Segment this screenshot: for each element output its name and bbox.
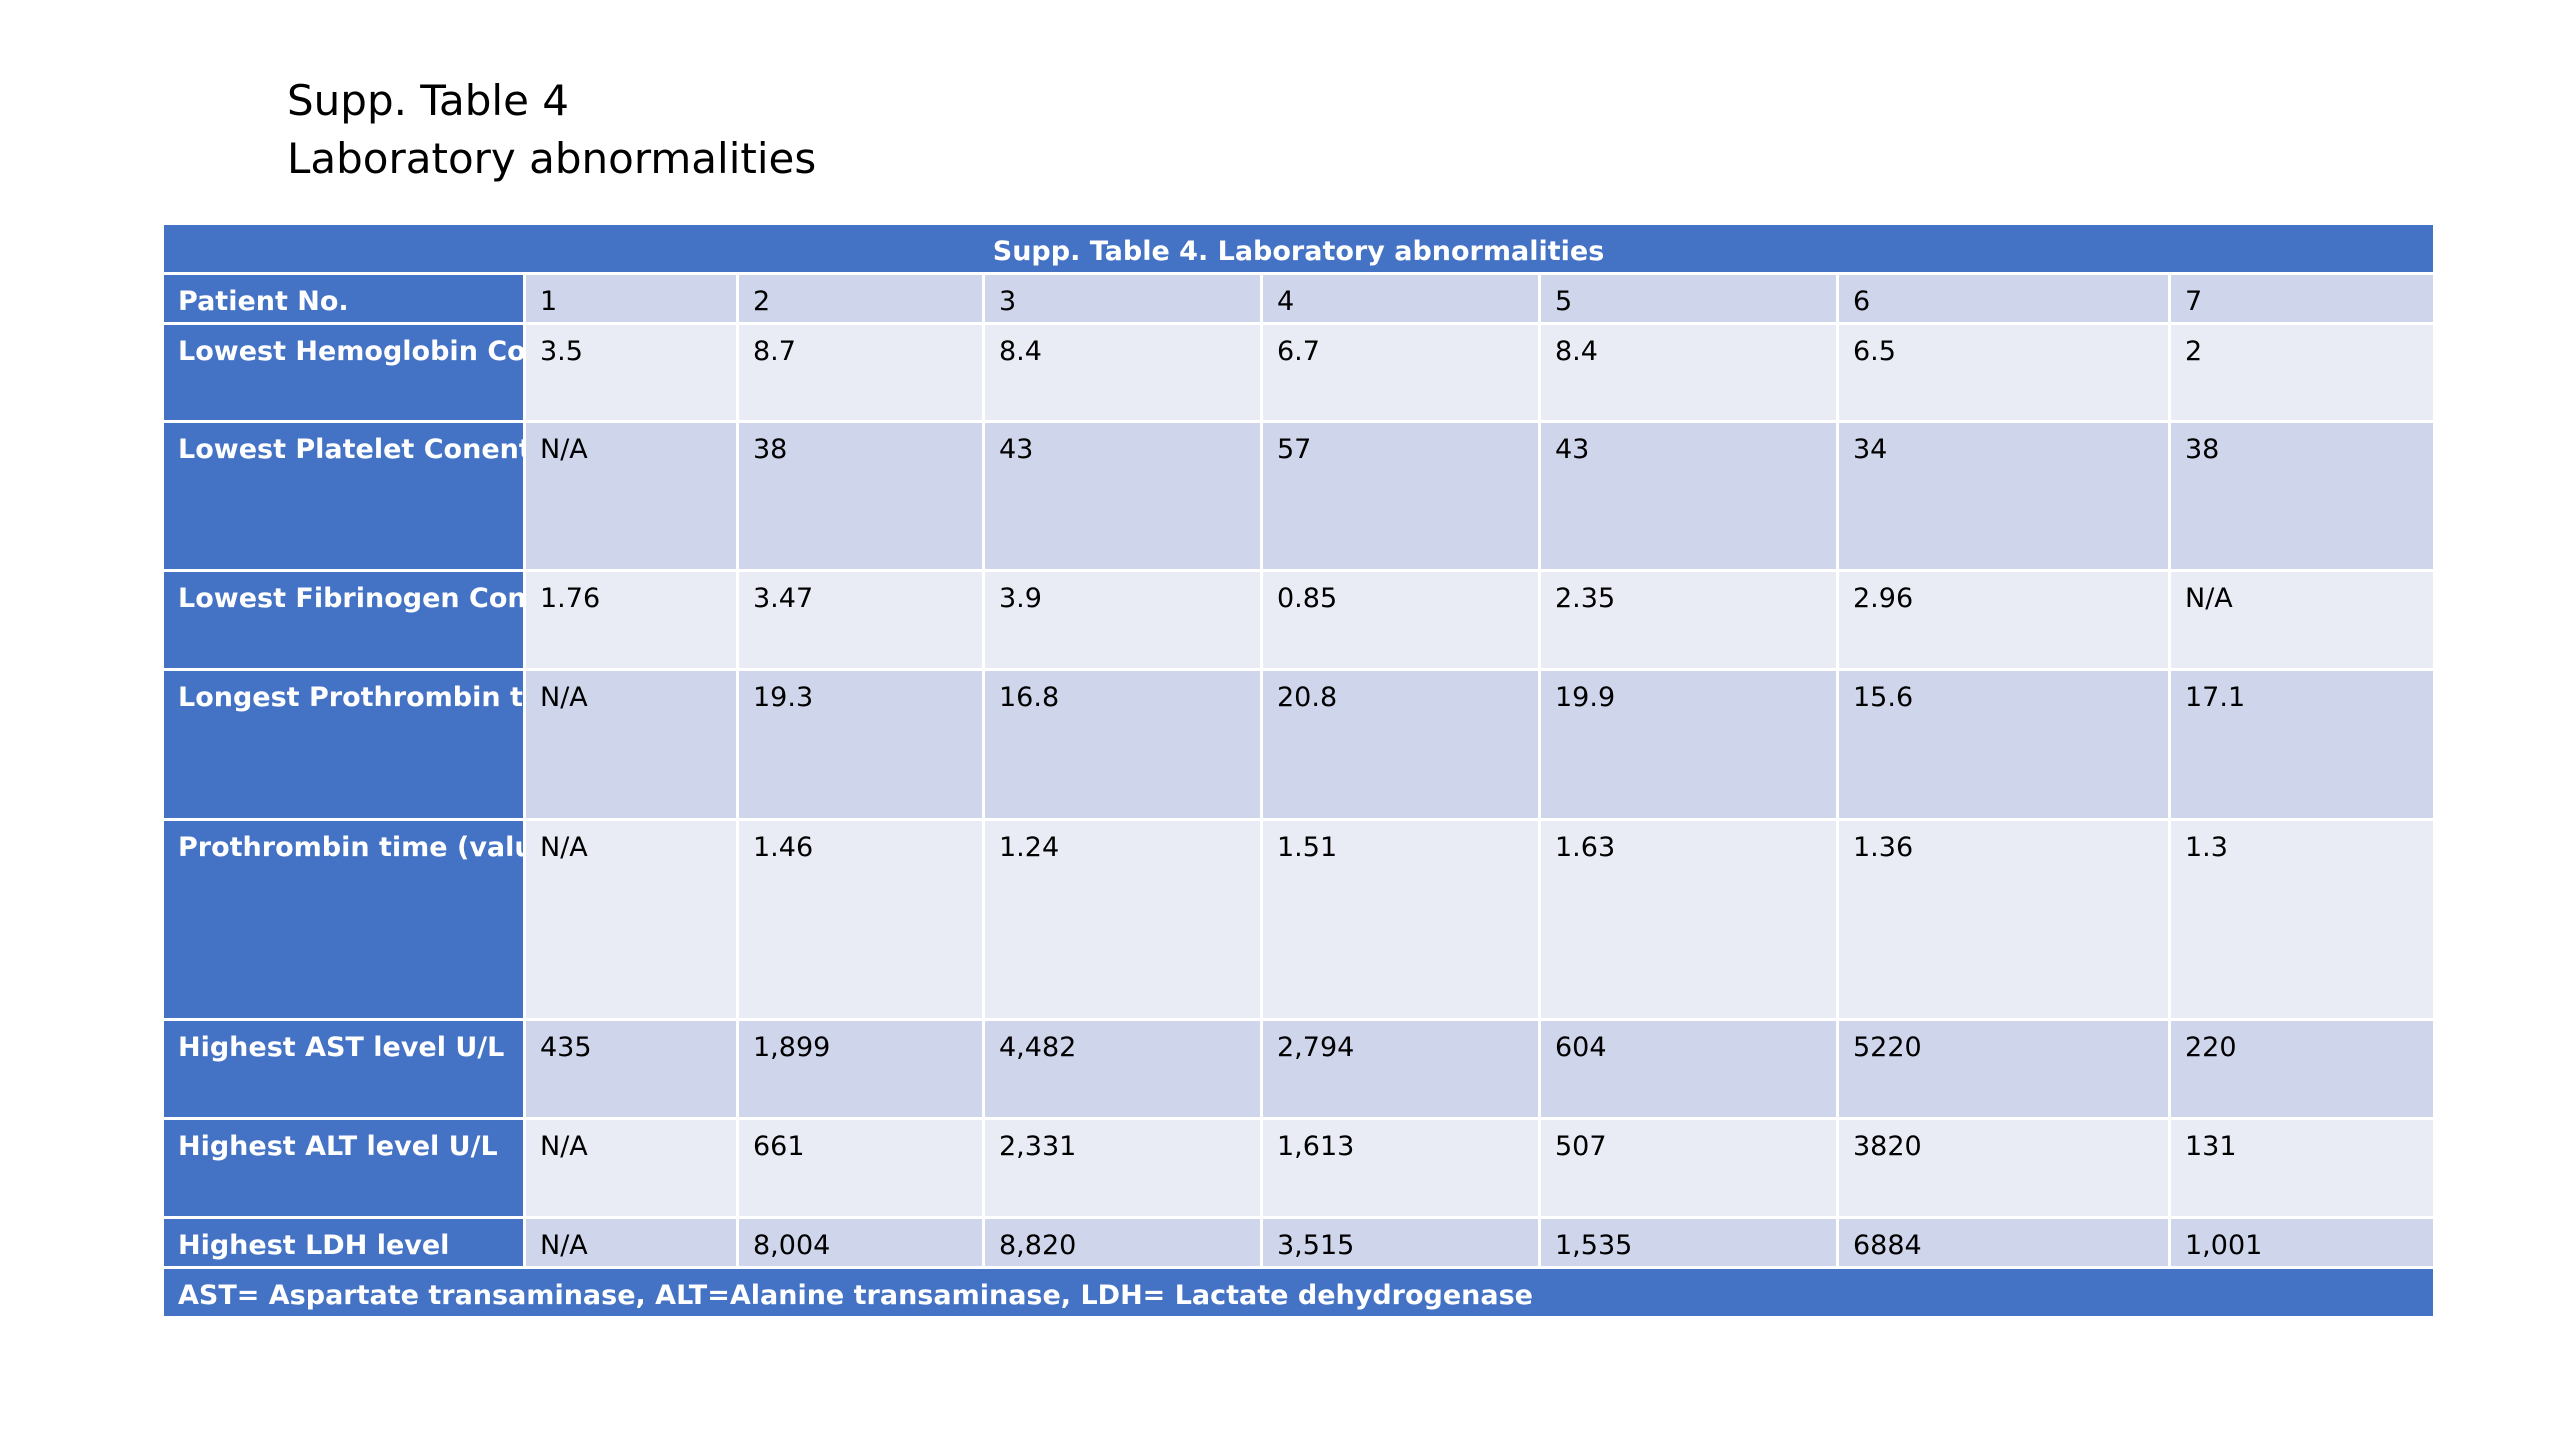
table-cell: 38 xyxy=(736,420,985,572)
table-cell: 5220 xyxy=(1836,1018,2171,1120)
row-label: Patient No. xyxy=(161,272,526,325)
patient-number: 6 xyxy=(1836,272,2171,325)
patient-number: 5 xyxy=(1538,272,1839,325)
table-cell: 3.47 xyxy=(736,569,985,671)
slide-title: Supp. Table 4 Laboratory abnormalities xyxy=(287,72,816,188)
table-cell: 1,535 xyxy=(1538,1216,1839,1269)
table-row: Highest LDH level N/A 8,004 8,820 3,515 … xyxy=(161,1216,2437,1269)
table-cell: 16.8 xyxy=(982,668,1263,821)
table-cell: N/A xyxy=(2167,569,2437,671)
row-label: Lowest Fibrinogen Concentrations g/L xyxy=(161,569,526,671)
table-cell: 4,482 xyxy=(982,1018,1263,1120)
table-cell: 19.3 xyxy=(736,668,985,821)
table-cell: 435 xyxy=(523,1018,739,1120)
row-label: Highest ALT level U/L xyxy=(161,1117,526,1219)
table-row: Highest ALT level U/L N/A 661 2,331 1,61… xyxy=(161,1117,2437,1219)
table-cell: 6884 xyxy=(1836,1216,2171,1269)
row-label: Longest Prothrombin time Sec xyxy=(161,668,526,821)
table-caption: Supp. Table 4. Laboratory abnormalities xyxy=(160,222,2437,275)
row-label: Lowest Platelet Conentrations *10^3/uL xyxy=(161,420,526,572)
table-row: Lowest Fibrinogen Concentrations g/L 1.7… xyxy=(161,569,2437,671)
table-cell: 8,820 xyxy=(982,1216,1263,1269)
table-cell: 2 xyxy=(2167,322,2437,423)
table-cell: 43 xyxy=(982,420,1263,572)
table-cell: N/A xyxy=(523,420,739,572)
table-footnote-row: AST= Aspartate transaminase, ALT=Alanine… xyxy=(160,1266,2437,1319)
table-cell: 20.8 xyxy=(1260,668,1541,821)
table-cell: 6.5 xyxy=(1836,322,2171,423)
table-cell: 43 xyxy=(1538,420,1839,572)
table-cell: 3820 xyxy=(1836,1117,2171,1219)
table-cell: 8,004 xyxy=(736,1216,985,1269)
table-cell: 1.36 xyxy=(1836,818,2171,1021)
table-row: Prothrombin time (value of patient/contr… xyxy=(161,818,2437,1021)
row-label: Prothrombin time (value of patient/contr… xyxy=(161,818,526,1021)
table-cell: 2.35 xyxy=(1538,569,1839,671)
table-cell: 1.24 xyxy=(982,818,1263,1021)
table-cell: N/A xyxy=(523,668,739,821)
table-footnote: AST= Aspartate transaminase, ALT=Alanine… xyxy=(160,1266,2437,1319)
table-cell: 3.9 xyxy=(982,569,1263,671)
table-cell: 3,515 xyxy=(1260,1216,1541,1269)
table-cell: 17.1 xyxy=(2167,668,2437,821)
table-row: Longest Prothrombin time Sec N/A 19.3 16… xyxy=(161,668,2437,821)
table-caption-row: Supp. Table 4. Laboratory abnormalities xyxy=(160,222,2437,275)
slide-title-line-2: Laboratory abnormalities xyxy=(287,134,817,183)
table-cell: N/A xyxy=(523,818,739,1021)
table-cell: 19.9 xyxy=(1538,668,1839,821)
table-cell: N/A xyxy=(523,1216,739,1269)
table-cell: 1.76 xyxy=(523,569,739,671)
table-header-row: Patient No. 1 2 3 4 5 6 7 xyxy=(161,272,2437,325)
patient-number: 4 xyxy=(1260,272,1541,325)
table-cell: 2.96 xyxy=(1836,569,2171,671)
table-cell: 8.7 xyxy=(736,322,985,423)
table-cell: 661 xyxy=(736,1117,985,1219)
table-cell: 38 xyxy=(2167,420,2437,572)
table-cell: 2,331 xyxy=(982,1117,1263,1219)
table-cell: 1,899 xyxy=(736,1018,985,1120)
table-cell: 57 xyxy=(1260,420,1541,572)
table-row: Lowest Platelet Conentrations *10^3/uL N… xyxy=(161,420,2437,572)
patient-number: 3 xyxy=(982,272,1263,325)
table-cell: 0.85 xyxy=(1260,569,1541,671)
table-cell: 1.63 xyxy=(1538,818,1839,1021)
table-cell: 1.51 xyxy=(1260,818,1541,1021)
table-cell: 6.7 xyxy=(1260,322,1541,423)
patient-number: 1 xyxy=(523,272,739,325)
patient-number: 2 xyxy=(736,272,985,325)
slide-title-line-1: Supp. Table 4 xyxy=(287,76,569,125)
table-cell: 34 xyxy=(1836,420,2171,572)
table-cell: 8.4 xyxy=(982,322,1263,423)
row-label: Lowest Hemoglobin Concentrations g/dL xyxy=(161,322,526,423)
table-cell: 2,794 xyxy=(1260,1018,1541,1120)
table-cell: 3.5 xyxy=(523,322,739,423)
table-cell: 604 xyxy=(1538,1018,1839,1120)
table-cell: 1,001 xyxy=(2167,1216,2437,1269)
table-row: Lowest Hemoglobin Concentrations g/dL 3.… xyxy=(161,322,2437,423)
table-cell: 8.4 xyxy=(1538,322,1839,423)
patient-number: 7 xyxy=(2167,272,2437,325)
row-label: Highest LDH level xyxy=(161,1216,526,1269)
row-label: Highest AST level U/L xyxy=(161,1018,526,1120)
table-row: Highest AST level U/L 435 1,899 4,482 2,… xyxy=(161,1018,2437,1120)
table-cell: 507 xyxy=(1538,1117,1839,1219)
table-cell: N/A xyxy=(523,1117,739,1219)
lab-abnormalities-table: Supp. Table 4. Laboratory abnormalities … xyxy=(160,222,2437,1319)
table-cell: 1.3 xyxy=(2167,818,2437,1021)
table-cell: 1,613 xyxy=(1260,1117,1541,1219)
table-cell: 131 xyxy=(2167,1117,2437,1219)
table-cell: 1.46 xyxy=(736,818,985,1021)
table-cell: 220 xyxy=(2167,1018,2437,1120)
table-cell: 15.6 xyxy=(1836,668,2171,821)
